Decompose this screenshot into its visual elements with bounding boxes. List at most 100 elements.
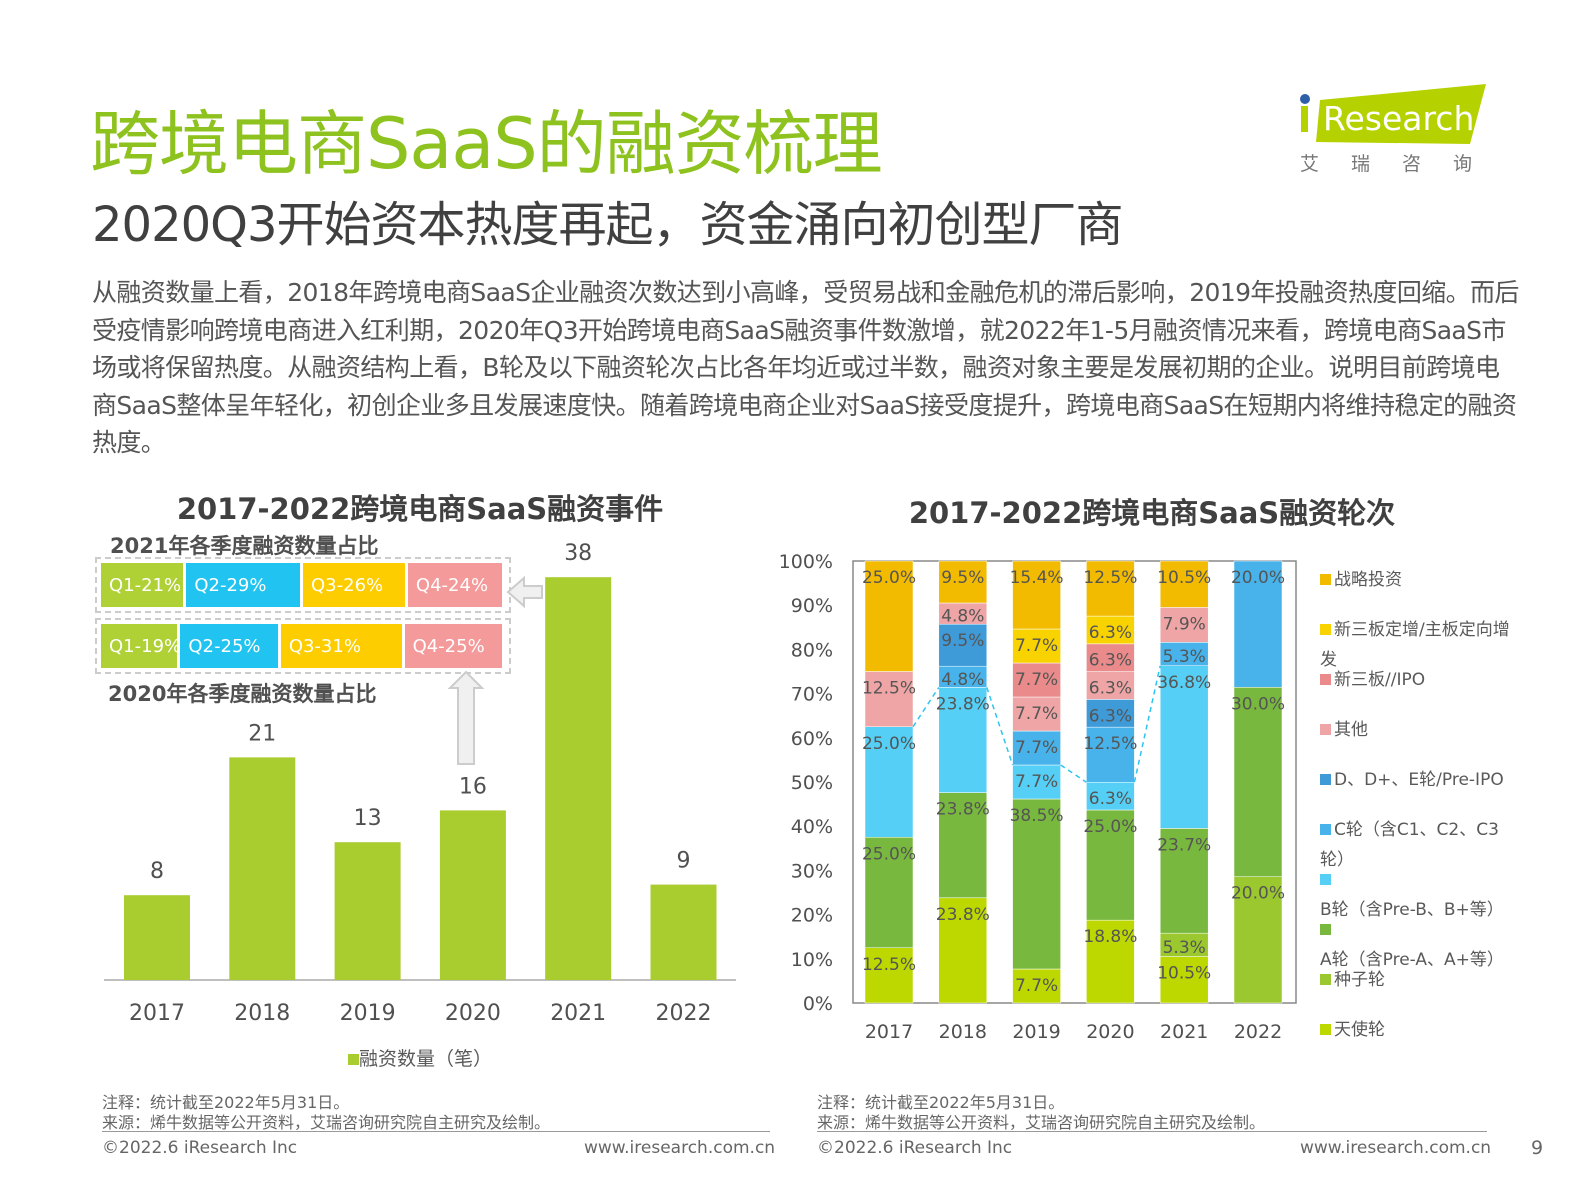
legend-label: 新三板//IPO xyxy=(1334,670,1426,690)
x-tick-2018: 2018 xyxy=(939,1021,987,1043)
source-right: 来源：烯牛数据等公开资料，艾瑞咨询研究院自主研究及绘制。 xyxy=(817,1113,1266,1132)
x-tick-2020: 2020 xyxy=(1086,1021,1134,1043)
iresearch-logo: Research 艾瑞咨询 xyxy=(1298,82,1498,182)
segment-label: 10.5% xyxy=(1157,568,1211,588)
x-tick-2020: 2020 xyxy=(445,1001,501,1026)
stacked-segment xyxy=(864,947,914,1004)
stacked-segment xyxy=(938,897,988,1004)
quarter-segment: Q3-31% xyxy=(280,624,402,668)
legend-item: 新三板定增/主板定向增发 xyxy=(1320,615,1510,675)
segment-label: 6.3% xyxy=(1089,789,1132,809)
segment-label: 7.7% xyxy=(1015,738,1058,758)
segment-label: 6.3% xyxy=(1089,623,1132,643)
page-subtitle: 2020Q3开始资本热度再起，资金涌向初创型厂商 xyxy=(92,197,1123,253)
y-tick: 100% xyxy=(779,551,833,573)
segment-label: 15.4% xyxy=(1010,568,1064,588)
x-tick-2017: 2017 xyxy=(129,1001,185,1026)
quarter-segment: Q1-21% xyxy=(101,563,184,607)
legend-item: 天使轮 xyxy=(1320,1015,1510,1045)
stacked-segment xyxy=(1012,764,1061,800)
bar-2017 xyxy=(124,895,190,980)
svg-text:艾瑞咨询: 艾瑞咨询 xyxy=(1300,153,1498,175)
legend-item: D、D+、E轮/Pre-IPO xyxy=(1320,765,1510,795)
bar-2018 xyxy=(229,757,296,980)
left-legend: 融资数量（笔） xyxy=(348,1044,492,1071)
url-left[interactable]: www.iresearch.com.cn xyxy=(584,1138,776,1158)
legend-label: 其他 xyxy=(1334,720,1368,740)
segment-label: 25.0% xyxy=(1083,817,1137,837)
legend-label: 新三板定增/主板定向增发 xyxy=(1320,620,1510,670)
note-left: 注释：统计截至2022年5月31日。 xyxy=(102,1093,350,1112)
arrow-icons xyxy=(447,575,543,765)
plot-frame xyxy=(852,560,1297,1004)
right-chart-title: 2017-2022跨境电商SaaS融资轮次 xyxy=(908,496,1396,530)
segment-label: 23.8% xyxy=(936,905,990,925)
stacked-segment xyxy=(1012,560,1061,630)
legend-label: 战略投资 xyxy=(1334,570,1402,590)
segment-label: 23.7% xyxy=(1157,835,1211,855)
legend-item: 新三板//IPO xyxy=(1320,665,1510,695)
segment-label: 12.5% xyxy=(1083,568,1137,588)
stacked-segment xyxy=(1233,876,1283,1004)
segment-label: 7.7% xyxy=(1015,704,1058,724)
series-line xyxy=(1133,665,1161,783)
y-tick: 0% xyxy=(803,993,833,1015)
stacked-segment xyxy=(1086,781,1135,811)
stacked-segment xyxy=(1086,726,1135,783)
segment-label: 10.5% xyxy=(1157,964,1211,984)
data-label-2017: 8 xyxy=(150,859,164,884)
segment-label: 25.0% xyxy=(862,568,916,588)
data-label-2022: 9 xyxy=(677,849,691,874)
stacked-segment xyxy=(1086,809,1135,921)
stacked-segment xyxy=(1086,699,1135,728)
legend-swatch xyxy=(1320,674,1331,685)
url-right[interactable]: www.iresearch.com.cn xyxy=(1300,1138,1492,1158)
legend-swatch xyxy=(1320,874,1331,885)
x-tick-2022: 2022 xyxy=(656,1001,712,1026)
stacked-segment xyxy=(1086,919,1135,1004)
series-line xyxy=(1060,764,1087,783)
legend-swatch xyxy=(1320,924,1331,935)
stacked-segment xyxy=(1012,696,1061,732)
y-tick: 30% xyxy=(791,860,833,882)
stacked-segment xyxy=(1086,560,1135,617)
legend-swatch xyxy=(1320,974,1331,985)
arrow-left-icon xyxy=(506,575,543,609)
arrow-up-icon xyxy=(447,670,485,765)
x-tick-2018: 2018 xyxy=(234,1001,290,1026)
legend-item: B轮（含Pre-B、B+等） xyxy=(1320,865,1510,925)
stacked-segment xyxy=(1012,662,1061,698)
segment-label: 20.0% xyxy=(1231,568,1285,588)
stacked-segment xyxy=(1159,665,1209,829)
legend-item: 其他 xyxy=(1320,715,1510,745)
y-tick: 20% xyxy=(791,905,833,927)
y-tick: 10% xyxy=(791,949,833,971)
segment-label: 36.8% xyxy=(1157,673,1211,693)
stacked-segment xyxy=(1012,628,1061,664)
segment-label: 5.3% xyxy=(1163,647,1206,667)
stacked-segment xyxy=(1159,607,1209,643)
segment-label: 7.7% xyxy=(1015,772,1058,792)
x-tick-2021: 2021 xyxy=(1160,1021,1208,1043)
stacked-segment xyxy=(1159,956,1209,1004)
left-chart-title: 2017-2022跨境电商SaaS融资事件 xyxy=(176,492,664,526)
source-left: 来源：烯牛数据等公开资料，艾瑞咨询研究院自主研究及绘制。 xyxy=(102,1113,551,1132)
x-tick-2021: 2021 xyxy=(550,1001,606,1026)
legend-item: C轮（含C1、C2、C3轮） xyxy=(1320,815,1510,875)
bar-2019 xyxy=(334,842,401,980)
series-line xyxy=(986,687,1014,766)
y-tick: 40% xyxy=(791,816,833,838)
stacked-segment xyxy=(1233,687,1283,877)
x-tick-2019: 2019 xyxy=(340,1001,396,1026)
stacked-segment xyxy=(1012,798,1061,970)
legend-label: C轮（含C1、C2、C3轮） xyxy=(1320,820,1499,870)
q2021-label: 2021年各季度融资数量占比 xyxy=(110,534,379,558)
segment-label: 7.7% xyxy=(1015,636,1058,656)
stacked-segment xyxy=(1086,671,1135,700)
svg-text:Research: Research xyxy=(1323,99,1474,138)
segment-label: 6.3% xyxy=(1089,651,1132,671)
segment-label: 38.5% xyxy=(1010,806,1064,826)
segment-label: 12.5% xyxy=(862,679,916,699)
stacked-segment xyxy=(864,837,914,948)
q2021-breakdown: Q1-21% Q2-29% Q3-26% Q4-24% xyxy=(95,557,511,613)
